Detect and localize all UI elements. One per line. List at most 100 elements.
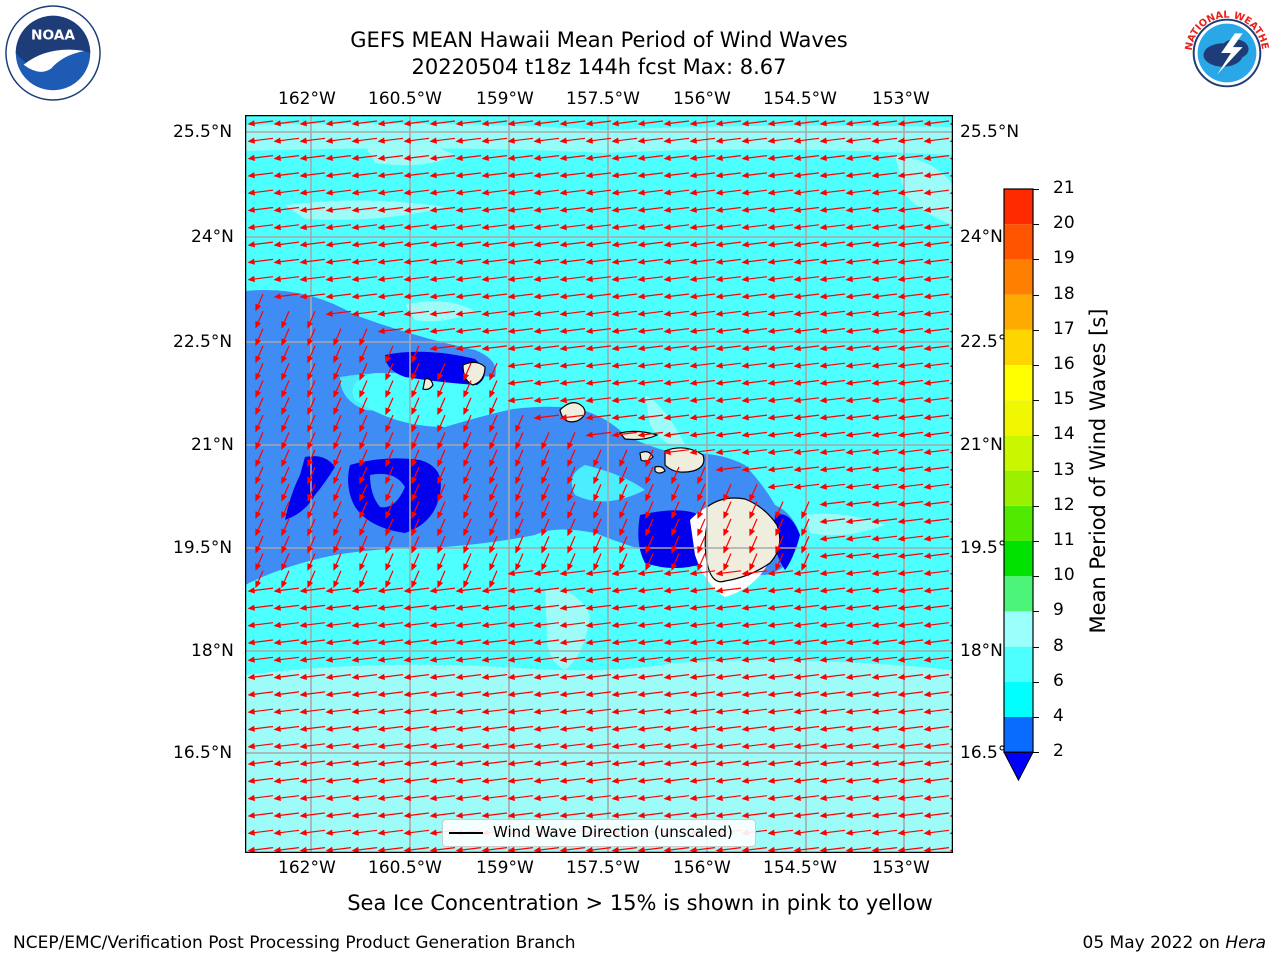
wave-direction-arrowhead bbox=[455, 846, 463, 853]
wave-direction-arrowhead bbox=[325, 310, 333, 317]
right-lat-label: 21°N bbox=[960, 435, 1003, 455]
wave-direction-arrowhead bbox=[307, 545, 314, 554]
wave-direction-arrowhead bbox=[897, 604, 905, 611]
wave-direction-arrowhead bbox=[585, 587, 593, 594]
wave-direction-arrowhead bbox=[255, 424, 262, 433]
wave-direction-arrowhead bbox=[871, 275, 879, 283]
wave-direction-arrowhead bbox=[741, 743, 749, 750]
wave-direction-arrowhead bbox=[897, 154, 905, 162]
wave-direction-arrowhead bbox=[923, 275, 931, 283]
wave-direction-arrowhead bbox=[715, 794, 723, 802]
wave-direction-arrowhead bbox=[281, 511, 288, 519]
wave-direction-arrowhead bbox=[897, 345, 905, 352]
wave-direction-arrowhead bbox=[403, 743, 411, 750]
wave-direction-arrowhead bbox=[871, 846, 879, 853]
wave-direction-arrowhead bbox=[463, 580, 470, 589]
wave-direction-arrowhead bbox=[255, 320, 262, 329]
wave-direction-arrowhead bbox=[559, 345, 567, 352]
wave-direction-arrowhead bbox=[273, 760, 281, 767]
wave-direction-arrowhead bbox=[299, 639, 307, 646]
wave-direction-arrowhead bbox=[455, 673, 463, 681]
wave-direction-arrowhead bbox=[793, 397, 801, 404]
wave-direction-arrowhead bbox=[819, 725, 827, 732]
wave-direction-arrowhead bbox=[559, 743, 567, 750]
wave-direction-arrowhead bbox=[637, 587, 645, 594]
wave-direction-arrowhead bbox=[663, 812, 671, 819]
colorbar-tick-label: 4 bbox=[1053, 706, 1064, 726]
wave-direction-arrowhead bbox=[619, 511, 626, 519]
wave-direction-arrowhead bbox=[741, 154, 749, 162]
wave-direction-arrowhead bbox=[585, 345, 593, 352]
wave-direction-arrowhead bbox=[645, 493, 652, 502]
wave-direction-arrowhead bbox=[507, 172, 515, 179]
wave-direction-arrowhead bbox=[593, 528, 600, 537]
wave-direction-arrowhead bbox=[351, 587, 359, 594]
wave-direction-arrowhead bbox=[741, 293, 749, 300]
wave-direction-arrowhead bbox=[533, 794, 541, 802]
wave-direction-arrowhead bbox=[801, 528, 808, 537]
wave-direction-arrowhead bbox=[403, 587, 411, 594]
wave-direction-arrowhead bbox=[585, 743, 593, 750]
wave-direction-arrowhead bbox=[351, 206, 359, 213]
top-lon-label: 154.5°W bbox=[763, 89, 837, 109]
wave-direction-arrowhead bbox=[819, 258, 827, 265]
wave-direction-arrowhead bbox=[637, 431, 645, 438]
wave-direction-arrowhead bbox=[611, 639, 619, 646]
wave-direction-arrowhead bbox=[385, 442, 392, 450]
wave-direction-arrowhead bbox=[489, 493, 496, 502]
wave-direction-arrowhead bbox=[871, 448, 879, 456]
wave-direction-arrowhead bbox=[671, 545, 678, 554]
left-lat-label: 21°N bbox=[191, 435, 234, 455]
wave-direction-arrowhead bbox=[281, 493, 288, 502]
wave-direction-arrowhead bbox=[819, 621, 827, 629]
wave-direction-arrowhead bbox=[559, 224, 567, 231]
wave-direction-arrowhead bbox=[507, 137, 515, 144]
wave-direction-arrowhead bbox=[299, 812, 307, 819]
wave-direction-arrowhead bbox=[637, 743, 645, 750]
wave-direction-arrowhead bbox=[637, 154, 645, 162]
wave-direction-arrowhead bbox=[897, 414, 905, 421]
wave-direction-arrowhead bbox=[411, 459, 418, 468]
wave-direction-arrowhead bbox=[411, 355, 418, 364]
wave-direction-arrowhead bbox=[585, 570, 593, 577]
wave-direction-arrowhead bbox=[307, 511, 314, 519]
top-lon-label: 162°W bbox=[278, 89, 336, 109]
wave-direction-arrowhead bbox=[697, 493, 704, 502]
wave-direction-arrowhead bbox=[663, 310, 671, 317]
chart-title: GEFS MEAN Hawaii Mean Period of Wind Wav… bbox=[350, 28, 848, 52]
wave-period-map[interactable] bbox=[245, 115, 953, 853]
colorbar-tick-label: 12 bbox=[1053, 494, 1075, 515]
wave-direction-arrowhead bbox=[247, 172, 255, 179]
footer-date: 05 May 2022 on Hera bbox=[1083, 933, 1267, 953]
colorbar-tick-label: 16 bbox=[1053, 354, 1075, 374]
wave-direction-arrowhead bbox=[793, 241, 801, 248]
colorbar-underflow bbox=[1003, 751, 1034, 782]
wave-direction-arrowhead bbox=[689, 846, 697, 853]
wave-direction-arrowhead bbox=[741, 172, 749, 179]
wave-direction-arrowhead bbox=[715, 846, 723, 853]
wave-direction-arrowhead bbox=[723, 511, 730, 519]
wave-direction-arrowhead bbox=[585, 708, 593, 715]
wave-direction-arrowhead bbox=[481, 743, 489, 750]
wave-direction-arrowhead bbox=[299, 206, 307, 213]
wave-direction-arrowhead bbox=[385, 459, 392, 468]
wave-direction-arrowhead bbox=[351, 293, 359, 300]
wave-direction-arrowhead bbox=[715, 154, 723, 162]
wave-direction-arrowhead bbox=[377, 120, 385, 127]
wave-direction-arrowhead bbox=[689, 708, 697, 715]
wave-direction-arrowhead bbox=[455, 189, 463, 196]
wave-direction-arrowhead bbox=[585, 224, 593, 231]
wave-direction-arrowhead bbox=[429, 293, 437, 300]
wave-direction-arrowhead bbox=[871, 224, 879, 231]
wave-direction-arrowhead bbox=[307, 580, 314, 589]
wave-direction-arrowhead bbox=[819, 794, 827, 802]
wave-direction-arrowhead bbox=[385, 580, 392, 589]
wave-direction-arrowhead bbox=[645, 545, 652, 554]
wave-direction-arrowhead bbox=[923, 535, 931, 542]
wave-direction-arrowhead bbox=[871, 552, 879, 559]
wave-direction-arrowhead bbox=[559, 673, 567, 681]
wave-direction-arrowhead bbox=[611, 743, 619, 750]
wave-direction-arrowhead bbox=[845, 829, 853, 836]
wave-direction-arrowhead bbox=[689, 794, 697, 802]
wave-direction-arrowhead bbox=[437, 442, 444, 450]
